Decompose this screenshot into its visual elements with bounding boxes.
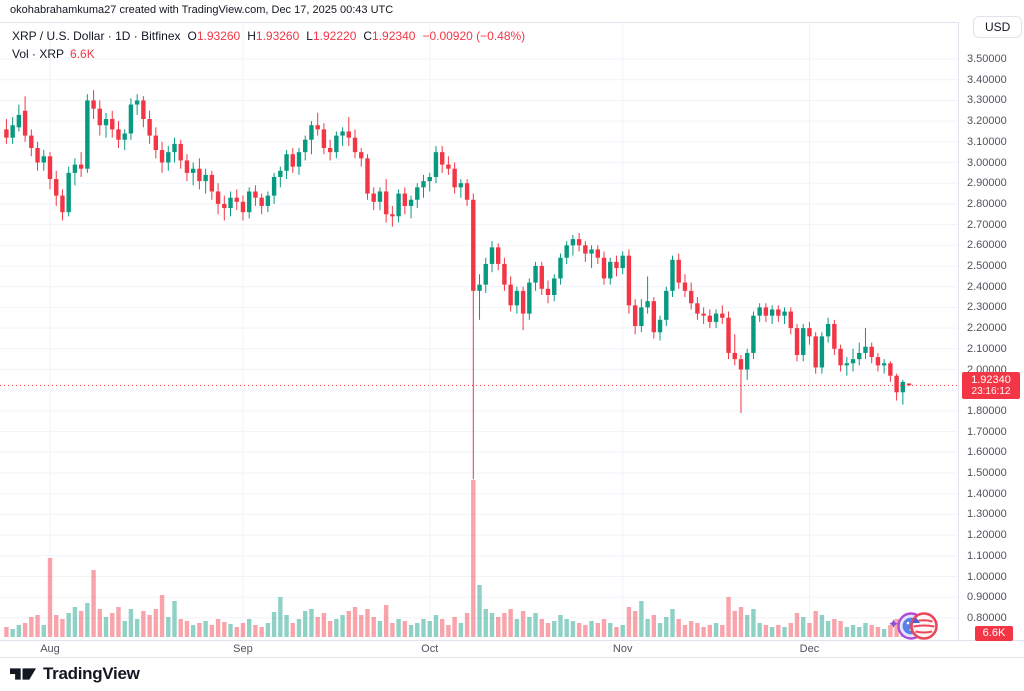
- price-tick-label: 0.80000: [967, 611, 1007, 624]
- price-tick-label: 1.70000: [967, 425, 1007, 438]
- price-tick-label: 3.00000: [967, 156, 1007, 169]
- currency-toggle-button[interactable]: USD: [973, 16, 1023, 38]
- price-tick-label: 1.50000: [967, 467, 1007, 479]
- symbol-title: XRP / U.S. Dollar · 1D · Bitfinex: [12, 29, 181, 43]
- price-tick-label: 1.30000: [967, 508, 1007, 521]
- price-tick-label: 2.10000: [967, 342, 1007, 355]
- price-tick-label: 1.00000: [967, 570, 1007, 583]
- price-tick-label: 3.40000: [967, 73, 1007, 86]
- close-value: 1.92340: [372, 29, 416, 43]
- volume-label: Vol · XRP: [12, 47, 65, 61]
- tradingview-logo-text: TradingView: [43, 664, 140, 683]
- low-label: L: [306, 29, 313, 43]
- high-value: 1.93260: [255, 29, 300, 43]
- price-tick-label: 3.20000: [967, 115, 1007, 128]
- low-value: 1.92220: [312, 29, 357, 43]
- month-label-aug: Aug: [40, 643, 60, 655]
- price-tick-label: 1.20000: [967, 529, 1007, 542]
- open-value: 1.93260: [196, 29, 241, 43]
- current-price-label: 1.92340 23:16:12: [962, 372, 1020, 400]
- price-tick-label: 1.80000: [967, 404, 1007, 417]
- price-tick-label: 1.10000: [967, 549, 1007, 562]
- volume-axis-label: 6.6K: [975, 626, 1013, 641]
- price-tick-label: 0.90000: [967, 591, 1007, 604]
- bar-countdown: 23:16:12: [971, 386, 1011, 398]
- price-tick-label: 2.40000: [967, 280, 1007, 293]
- open-label: O: [187, 29, 197, 43]
- price-tick-label: 2.50000: [967, 260, 1007, 272]
- time-axis[interactable]: Aug Sep Oct Nov Dec: [0, 640, 1024, 658]
- month-label-dec: Dec: [799, 643, 820, 655]
- chart-plot-area: [0, 22, 958, 640]
- current-price-value: 1.92340: [971, 374, 1011, 387]
- high-label: H: [247, 29, 256, 43]
- price-tick-label: 2.90000: [967, 177, 1007, 190]
- legend-symbol-row: XRP / U.S. Dollar · 1D · Bitfinex O1.9326…: [12, 28, 525, 45]
- price-tick-label: 3.10000: [967, 135, 1007, 148]
- sticker-emoji: [889, 607, 941, 648]
- price-tick-label: 2.60000: [967, 239, 1007, 252]
- chart-legend: XRP / U.S. Dollar · 1D · Bitfinex O1.9326…: [12, 28, 525, 63]
- month-label-nov: Nov: [612, 643, 633, 655]
- change-value: −0.00920 (−0.48%): [422, 29, 526, 43]
- price-tick-label: 2.80000: [967, 197, 1007, 210]
- legend-volume-row: Vol · XRP 6.6K: [12, 46, 525, 63]
- frame-top-border: [0, 22, 1024, 23]
- attribution-text: okohabrahamkuma27 created with TradingVi…: [10, 4, 394, 16]
- price-tick-label: 2.20000: [967, 322, 1007, 335]
- usa-ball-sticker-icon: [889, 612, 938, 640]
- price-tick-label: 3.30000: [967, 94, 1007, 107]
- tradingview-logo[interactable]: TradingView: [10, 664, 140, 684]
- price-tick-label: 1.60000: [967, 446, 1007, 459]
- month-label-oct: Oct: [421, 643, 439, 655]
- volume-value: 6.6K: [70, 47, 95, 61]
- month-label-sep: Sep: [233, 643, 253, 655]
- candlestick-chart-canvas: [0, 22, 958, 640]
- price-axis[interactable]: 0.80000 0.90000 1.00000 1.10000 1.20000 1.300…: [958, 22, 1024, 641]
- close-label: C: [363, 29, 373, 43]
- tradingview-logo-icon: [10, 668, 36, 680]
- price-tick-label: 2.70000: [967, 218, 1007, 231]
- price-tick-label: 3.50000: [967, 53, 1007, 65]
- price-tick-label: 2.30000: [967, 301, 1007, 314]
- price-tick-label: 1.40000: [967, 487, 1007, 500]
